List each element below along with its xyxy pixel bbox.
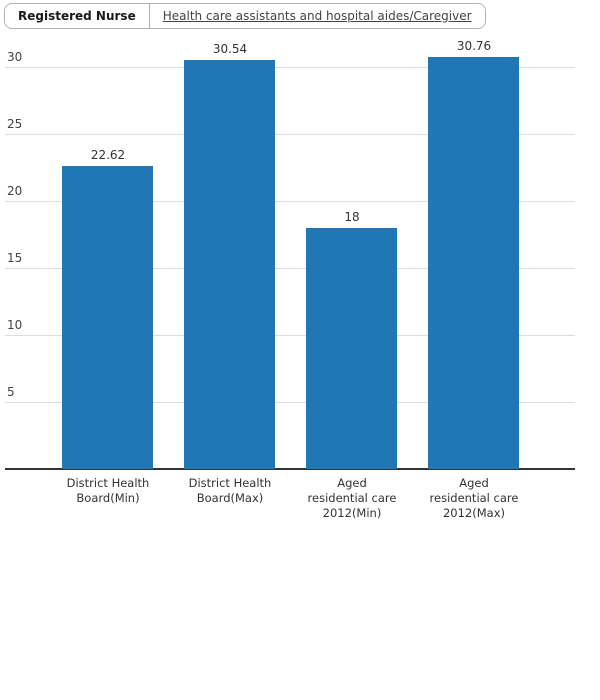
- bar-2: [184, 60, 275, 469]
- bar-value-label: 30.76: [456, 39, 492, 53]
- bar-3: [306, 228, 397, 469]
- bar-chart: 5 10 15 20 25 30 22.62 District Health Board(Mi…: [0, 35, 600, 545]
- y-axis-tick-label: 30: [7, 50, 23, 64]
- y-axis-tick-label: 20: [7, 184, 23, 198]
- x-axis-line: [5, 468, 575, 470]
- x-axis-category-label: Aged residential care 2012(Min): [307, 476, 397, 520]
- tab-registered-nurse[interactable]: Registered Nurse: [5, 4, 150, 28]
- tab-health-care-assistants-caregiver[interactable]: Health care assistants and hospital aide…: [149, 4, 485, 28]
- bar-value-label: 18: [344, 210, 360, 224]
- gridline-25: [5, 134, 575, 135]
- bar-value-label: 22.62: [90, 148, 126, 162]
- gridline-15: [5, 268, 575, 269]
- x-axis-category-label: District Health Board(Min): [66, 476, 150, 505]
- gridline-10: [5, 335, 575, 336]
- tab-bar: Registered Nurse Health care assistants …: [4, 3, 486, 29]
- gridline-20: [5, 201, 575, 202]
- y-axis-tick-label: 5: [7, 385, 15, 399]
- y-axis-tick-label: 10: [7, 318, 23, 332]
- bar-4: [428, 57, 519, 469]
- bar-value-label: 30.54: [212, 42, 248, 56]
- y-axis-tick-label: 25: [7, 117, 23, 131]
- x-axis-category-label: District Health Board(Max): [188, 476, 272, 505]
- bar-1: [62, 166, 153, 469]
- y-axis-tick-label: 15: [7, 251, 23, 265]
- plot-area: 5 10 15 20 25 30 22.62 District Health Board(Mi…: [5, 35, 575, 545]
- gridline-30: [5, 67, 575, 68]
- x-axis-category-label: Aged residential care 2012(Max): [429, 476, 519, 520]
- gridline-5: [5, 402, 575, 403]
